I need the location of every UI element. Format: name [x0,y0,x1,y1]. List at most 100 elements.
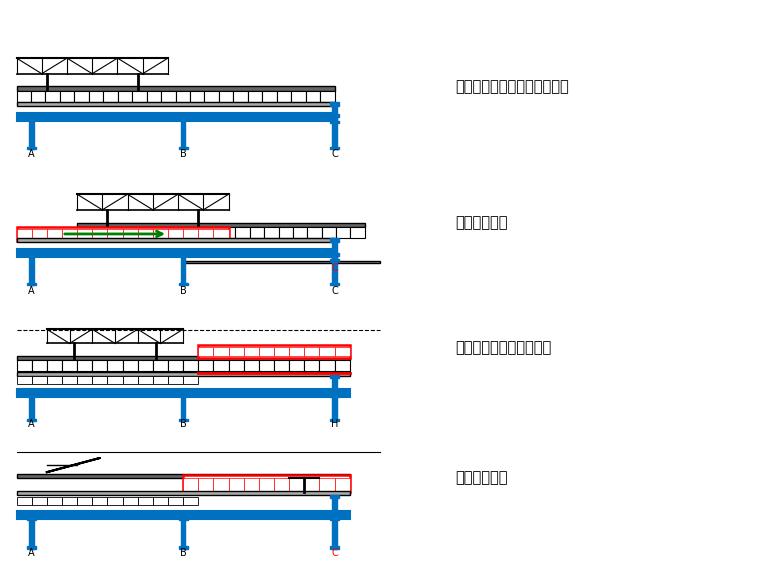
Bar [32,496,47,504]
Bar [179,253,188,256]
Bar [289,360,304,371]
Text: B: B [180,149,186,160]
Bar [17,372,350,376]
Bar [179,516,188,520]
Bar [92,496,107,504]
Bar [330,547,339,549]
Bar [248,91,262,103]
Bar [291,91,306,103]
Bar [27,547,36,549]
Bar [179,146,188,149]
Bar [262,91,277,103]
Bar [77,223,365,227]
Bar [30,518,34,549]
Bar [17,91,31,103]
Bar [207,227,221,238]
Bar [350,227,365,238]
Bar [330,516,339,520]
Bar [192,227,207,238]
Bar [17,238,334,242]
Bar [120,227,135,238]
Bar [122,360,138,371]
Bar [336,227,350,238]
Bar [135,227,149,238]
Bar [91,227,106,238]
Bar [168,360,183,371]
Bar [17,112,334,116]
Bar [74,91,89,103]
Bar [17,227,229,241]
Bar [219,91,233,103]
Bar [107,496,122,504]
Bar [17,394,350,397]
Bar [304,360,319,371]
Bar [332,104,337,123]
Bar [138,360,153,371]
Bar [183,260,380,263]
Bar [233,91,248,103]
Bar [17,117,334,120]
Bar [289,347,304,356]
Bar [289,478,304,489]
Bar [77,376,92,384]
Bar [214,360,229,371]
Bar [17,474,350,478]
Bar [163,227,178,238]
Bar [214,229,229,239]
Text: B: B [180,548,186,558]
Bar [122,376,138,384]
Bar [198,345,350,357]
Bar [334,478,350,491]
Bar [62,360,77,371]
Bar [30,115,34,149]
Bar [304,478,319,489]
Bar [319,478,334,489]
Bar [330,146,339,149]
Bar [259,347,274,356]
Text: C: C [331,548,338,558]
Bar [47,360,62,371]
Bar [274,478,289,489]
Bar [274,347,289,356]
Bar [17,87,334,91]
Bar [17,229,32,239]
Bar [27,146,36,149]
Bar [244,478,259,489]
Bar [321,227,336,238]
Bar [330,419,339,421]
Bar [330,113,339,117]
Bar [264,227,278,238]
Bar [334,347,350,356]
Text: A: A [28,548,35,558]
Bar [304,347,319,356]
Bar [183,475,350,492]
Bar [149,227,163,238]
Bar [179,283,188,285]
Bar [332,254,337,285]
Bar [278,227,293,238]
Text: C: C [331,149,338,160]
Bar [161,91,176,103]
Bar [214,347,229,356]
Bar [307,227,321,238]
Bar [334,478,350,489]
Bar [332,376,337,397]
Bar [153,376,168,384]
Bar [330,259,339,261]
Bar [168,229,183,239]
Bar [132,91,147,103]
Bar [62,496,77,504]
Bar [204,91,219,103]
Bar [47,376,62,384]
Bar [229,347,244,356]
Bar [179,547,188,549]
Bar [259,360,274,371]
Bar [17,491,350,495]
Bar [47,496,62,504]
Text: 第四步：落梁: 第四步：落梁 [456,470,508,486]
Text: B: B [180,286,186,295]
Bar [153,360,168,371]
Bar [32,229,47,239]
Bar [181,518,185,549]
Bar [179,419,188,421]
